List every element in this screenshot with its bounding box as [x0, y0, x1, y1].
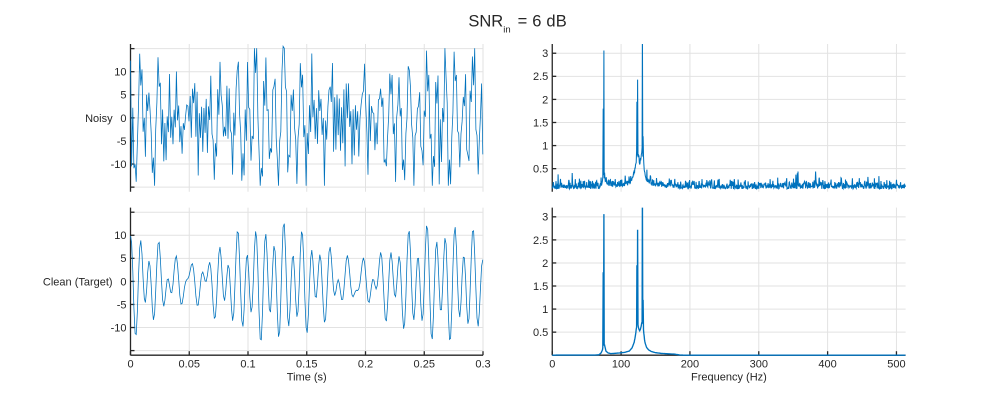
svg-text:0.5: 0.5: [533, 327, 548, 339]
svg-text:400: 400: [818, 359, 836, 371]
svg-text:200: 200: [681, 359, 699, 371]
svg-text:1: 1: [542, 140, 548, 152]
svg-text:10: 10: [114, 230, 126, 242]
svg-text:Clean (Target): Clean (Target): [43, 276, 113, 288]
svg-text:5: 5: [120, 253, 126, 265]
svg-text:0: 0: [120, 276, 126, 288]
svg-text:0: 0: [549, 359, 555, 371]
svg-text:1.5: 1.5: [533, 117, 548, 129]
svg-text:2.5: 2.5: [533, 71, 548, 83]
svg-text:Time (s): Time (s): [287, 371, 327, 383]
svg-text:0: 0: [127, 359, 133, 371]
svg-text:100: 100: [612, 359, 630, 371]
svg-text:-10: -10: [111, 322, 127, 334]
svg-text:1: 1: [542, 304, 548, 316]
svg-text:10: 10: [114, 67, 126, 79]
svg-text:0.5: 0.5: [533, 164, 548, 176]
svg-text:-5: -5: [117, 136, 127, 148]
svg-text:0: 0: [120, 113, 126, 125]
svg-text:-5: -5: [117, 299, 127, 311]
svg-text:2: 2: [542, 258, 548, 270]
svg-text:0.1: 0.1: [240, 359, 255, 371]
svg-text:2.5: 2.5: [533, 235, 548, 247]
svg-text:3: 3: [542, 212, 548, 224]
svg-text:0.15: 0.15: [296, 359, 317, 371]
svg-text:500: 500: [887, 359, 905, 371]
svg-text:0.05: 0.05: [179, 359, 200, 371]
svg-text:SNRin = 6 dB: SNRin = 6 dB: [468, 13, 567, 36]
svg-text:1.5: 1.5: [533, 281, 548, 293]
svg-text:5: 5: [120, 90, 126, 102]
svg-text:Frequency (Hz): Frequency (Hz): [691, 371, 767, 383]
svg-text:300: 300: [750, 359, 768, 371]
svg-text:2: 2: [542, 94, 548, 106]
svg-text:0.3: 0.3: [475, 359, 490, 371]
svg-text:0.25: 0.25: [414, 359, 435, 371]
svg-text:Noisy: Noisy: [85, 113, 113, 125]
svg-text:-10: -10: [111, 159, 127, 171]
svg-text:3: 3: [542, 48, 548, 60]
svg-text:0.2: 0.2: [358, 359, 373, 371]
